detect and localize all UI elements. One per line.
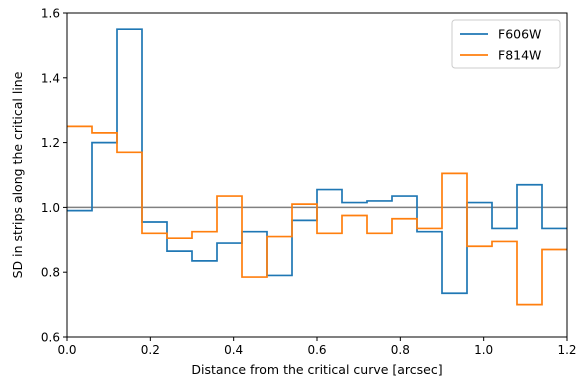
- legend-box: [451, 19, 561, 69]
- y-tick-label: 1.0: [41, 201, 60, 215]
- y-axis-label: SD in strips along the critical line: [10, 71, 25, 278]
- x-tick-label: 0.8: [391, 343, 410, 357]
- x-tick-label: 1.2: [557, 343, 576, 357]
- x-tick-label: 0.2: [141, 343, 160, 357]
- series-line-f814w: [67, 125, 567, 306]
- y-tick-label: 0.8: [41, 266, 60, 280]
- y-tick-label: 1.2: [41, 136, 60, 150]
- x-tick-label: 0.4: [224, 343, 243, 357]
- legend-label-f814w: F814W: [498, 48, 541, 63]
- series-group: [67, 28, 567, 306]
- x-tick-label: 0.0: [57, 343, 76, 357]
- plot-area: [67, 28, 567, 306]
- x-tick-label: 1.0: [474, 343, 493, 357]
- y-tick-label: 1.4: [41, 71, 60, 85]
- legend: F606W F814W: [451, 19, 561, 69]
- legend-label-f606w: F606W: [498, 27, 541, 42]
- axes: 0.0 0.2 0.4 0.6 0.8 1.0 1.2 0.6 0.8 1.0 1.2 1.4 1.6: [41, 7, 577, 358]
- x-axis-label: Distance from the critical curve [arcsec…: [191, 362, 442, 377]
- x-tick-label: 0.6: [307, 343, 326, 357]
- y-tick-label: 0.6: [41, 331, 60, 345]
- y-tick-label: 1.6: [41, 7, 60, 21]
